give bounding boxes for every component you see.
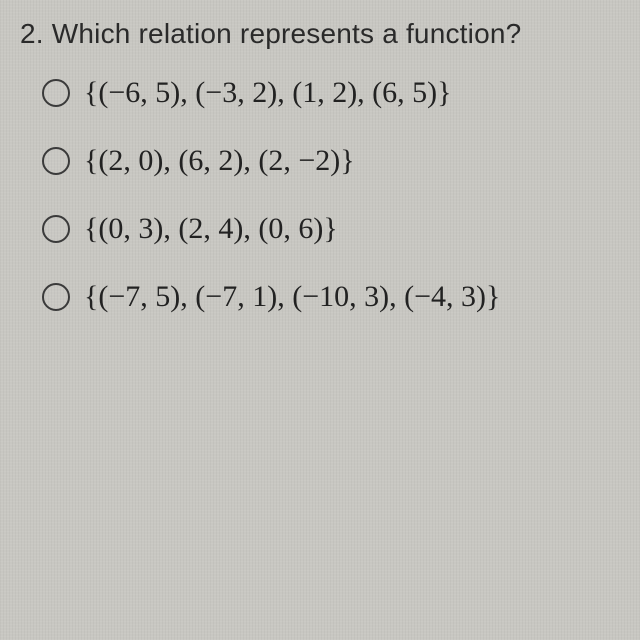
radio-icon[interactable] [42,79,70,107]
question-text-body: Which relation represents a function? [52,18,522,49]
options-group: {(−6, 5), (−3, 2), (1, 2), (6, 5)} {(2, … [20,76,620,314]
option-a-label: {(−6, 5), (−3, 2), (1, 2), (6, 5)} [84,76,452,110]
option-d[interactable]: {(−7, 5), (−7, 1), (−10, 3), (−4, 3)} [42,280,620,314]
option-b[interactable]: {(2, 0), (6, 2), (2, −2)} [42,144,620,178]
option-b-label: {(2, 0), (6, 2), (2, −2)} [84,144,355,178]
question-number: 2. [20,18,44,49]
radio-icon[interactable] [42,147,70,175]
option-a[interactable]: {(−6, 5), (−3, 2), (1, 2), (6, 5)} [42,76,620,110]
option-d-label: {(−7, 5), (−7, 1), (−10, 3), (−4, 3)} [84,280,500,314]
option-c-label: {(0, 3), (2, 4), (0, 6)} [84,212,338,246]
option-c[interactable]: {(0, 3), (2, 4), (0, 6)} [42,212,620,246]
question-prompt: 2. Which relation represents a function? [20,18,620,50]
radio-icon[interactable] [42,215,70,243]
radio-icon[interactable] [42,283,70,311]
